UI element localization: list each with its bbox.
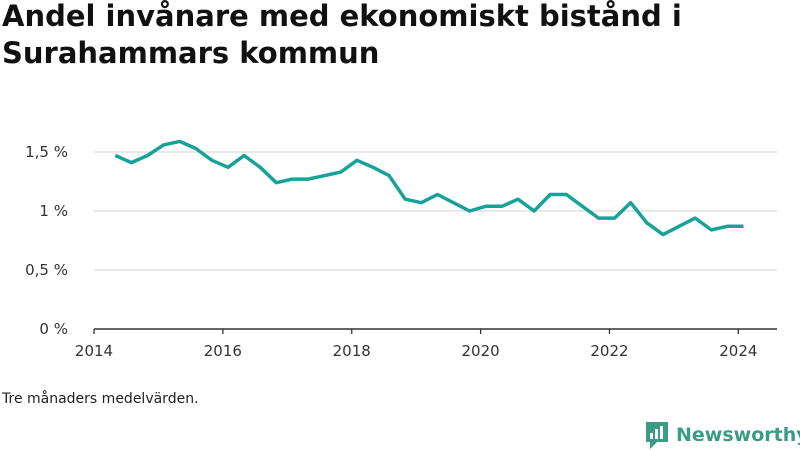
brand-name: Newsworthy [676, 424, 800, 446]
footnote: Tre månaders medelvärden. [2, 391, 199, 407]
x-tick-label: 2018 [333, 342, 371, 360]
y-tick-label: 0,5 % [25, 261, 68, 279]
y-tick-label: 0 % [39, 320, 68, 338]
x-tick-label: 2022 [590, 342, 628, 360]
data-series [114, 139, 744, 237]
brand[interactable]: Newsworthy [644, 420, 800, 450]
y-tick-label: 1,5 % [25, 143, 68, 161]
x-axis: 2014 2016 2018 2020 2022 2024 [75, 328, 777, 360]
x-tick-label: 2016 [204, 342, 242, 360]
series-line [114, 139, 744, 237]
gridlines [94, 151, 777, 271]
newsworthy-logo-icon [646, 422, 668, 449]
x-tick-label: 2024 [719, 342, 757, 360]
y-tick-label: 1 % [39, 202, 68, 220]
x-tick-label: 2020 [462, 342, 500, 360]
x-tick-label: 2014 [75, 342, 113, 360]
chart-title: Andel invånare med ekonomiskt bistånd i … [2, 0, 682, 70]
y-axis-ticks: 0 % 0,5 % 1 % 1,5 % [25, 143, 68, 338]
